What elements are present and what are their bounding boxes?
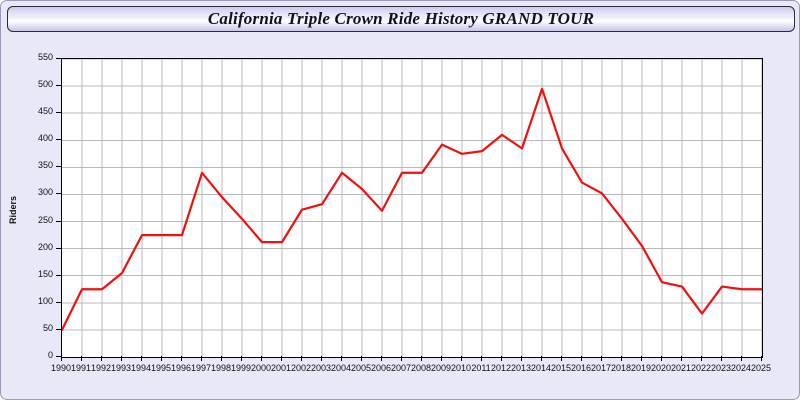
- x-axis-tick-label: 1999: [230, 363, 252, 373]
- y-axis-tick-label: 150: [37, 268, 53, 279]
- x-axis-tick-label: 1990: [50, 363, 72, 373]
- x-axis-tick-label: 1994: [130, 363, 152, 373]
- y-axis-tick-label: 250: [37, 214, 53, 225]
- x-axis-tick-label: 2010: [450, 363, 472, 373]
- y-axis-tick-label: 50: [42, 322, 53, 333]
- x-axis-tick-label: 2017: [590, 363, 612, 373]
- y-axis-tick-label: 100: [37, 295, 53, 306]
- x-axis-tick-label: 2003: [310, 363, 332, 373]
- x-axis-tick-label: 2004: [330, 363, 352, 373]
- series-line-riders: [62, 87, 762, 332]
- x-axis-tick-label: 2000: [250, 363, 272, 373]
- x-axis-tick-label: 1993: [110, 363, 132, 373]
- y-axis-tick-label: 0: [47, 350, 53, 360]
- x-axis-tick-label: 2024: [730, 363, 752, 373]
- y-axis-tick-label: 350: [37, 160, 53, 171]
- y-axis-tick-label: 300: [37, 187, 53, 198]
- x-axis-tick-label: 2007: [390, 363, 412, 373]
- x-axis-tick-label: 2014: [530, 363, 552, 373]
- grid-lines: [62, 59, 762, 357]
- x-axis-tick-label: 1997: [190, 363, 212, 373]
- y-axis-tick-label: 200: [37, 241, 53, 252]
- x-axis-tick-label: 2018: [610, 363, 632, 373]
- plot-wrapper: Riders 0 50 100 150 200 250 300 350 400 450 500 550…: [1, 35, 800, 401]
- x-axis-tick-label: 2001: [270, 363, 292, 373]
- chart-title-bar: California Triple Crown Ride History GRA…: [7, 6, 795, 32]
- y-axis-tick-label: 500: [37, 79, 53, 90]
- x-axis-tick-label: 2021: [670, 363, 692, 373]
- y-axis-tick-label: 400: [37, 133, 53, 144]
- x-axis-tick-label: 2006: [370, 363, 392, 373]
- x-axis-tick-label: 2012: [490, 363, 512, 373]
- page-title: California Triple Crown Ride History GRA…: [207, 9, 595, 28]
- x-axis-tick-label: 2008: [410, 363, 432, 373]
- x-axis-tick-label: 2025: [750, 363, 772, 373]
- y-axis-title: Riders: [8, 195, 18, 224]
- x-axis-tick-label: 2019: [630, 363, 652, 373]
- x-axis-tick-label: 2016: [570, 363, 592, 373]
- x-axis-tick-label: 1991: [70, 363, 92, 373]
- x-axis-tick-label: 2015: [550, 363, 572, 373]
- x-axis-tick-label: 2013: [510, 363, 532, 373]
- x-axis-tick-label: 2020: [650, 363, 672, 373]
- x-axis-tick-label: 1995: [150, 363, 172, 373]
- y-axis-tick-label: 550: [37, 52, 53, 62]
- x-axis-tick-label: 2002: [290, 363, 312, 373]
- x-axis-tick-label: 2023: [710, 363, 732, 373]
- x-axis-tick-label: 2009: [430, 363, 452, 373]
- x-axis-tick-label: 1998: [210, 363, 232, 373]
- x-axis-tick-label: 2005: [350, 363, 372, 373]
- line-chart-canvas: [62, 59, 762, 357]
- x-axis-tick-label: 2011: [471, 363, 491, 373]
- y-axis-tick-label: 450: [37, 106, 53, 117]
- x-axis-tick-label: 1992: [90, 363, 112, 373]
- x-axis-tick-label: 2022: [690, 363, 712, 373]
- plot-area: [61, 58, 763, 358]
- x-axis-tick-label: 1996: [170, 363, 192, 373]
